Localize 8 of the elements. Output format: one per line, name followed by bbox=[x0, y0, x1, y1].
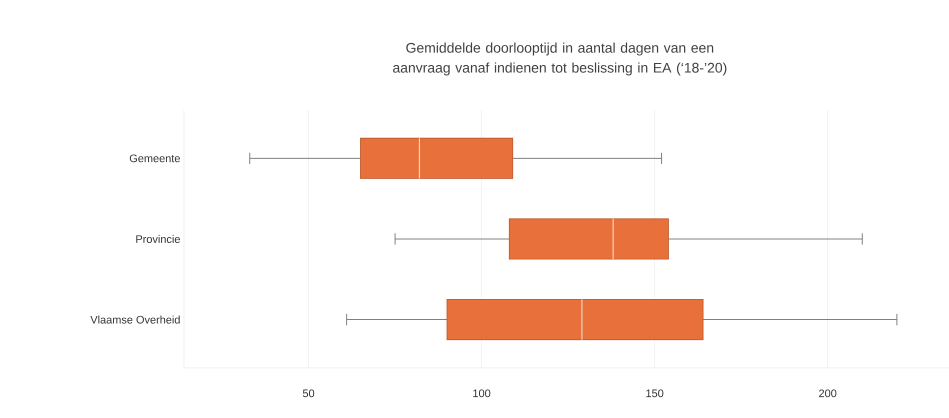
y-tick-label: Gemeente bbox=[130, 154, 180, 162]
x-tick-label: 150 bbox=[646, 389, 664, 398]
x-tick-label: 50 bbox=[302, 389, 314, 398]
chart-title: Gemiddelde doorlooptijd in aantal dagen van een aanvraag vanaf indienen tot beslissing in EA (‘18-’20) bbox=[393, 42, 726, 76]
y-tick-label: Provincie bbox=[136, 234, 180, 244]
y-tick-label: Vlaamse Overheid bbox=[90, 316, 180, 324]
x-tick-label: 100 bbox=[473, 389, 490, 398]
x-tick-label: 200 bbox=[819, 389, 836, 398]
